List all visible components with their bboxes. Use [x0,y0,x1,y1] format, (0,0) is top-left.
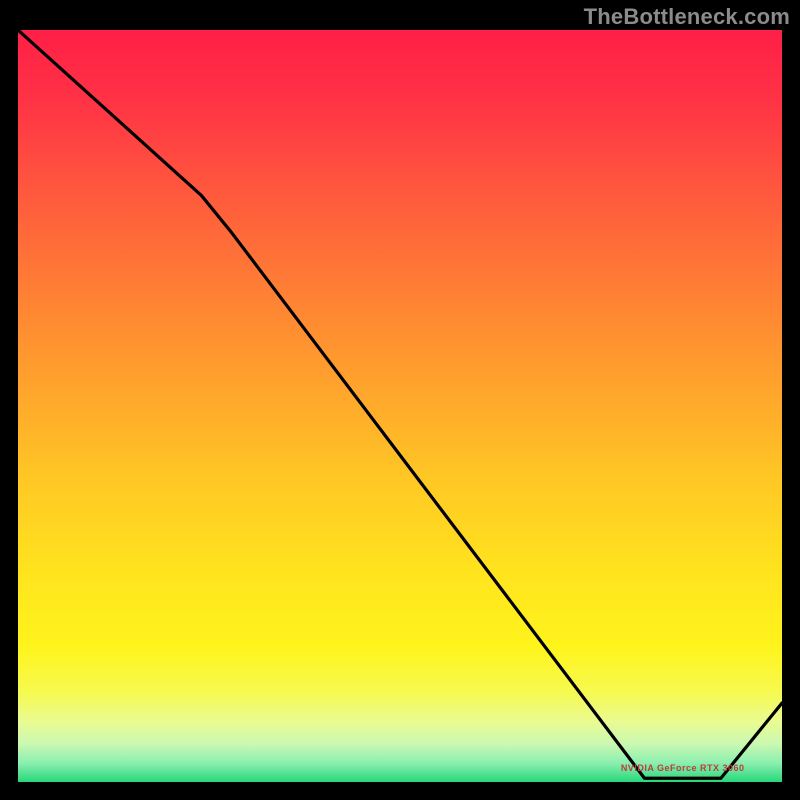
curve-line [18,30,782,782]
bottleneck-label: NVIDIA GeForce RTX 3060 [621,763,745,773]
plot-area: NVIDIA GeForce RTX 3060 [18,30,782,782]
chart-stage: TheBottleneck.com NVIDIA GeForce RTX 306… [0,0,800,800]
watermark-text: TheBottleneck.com [584,4,790,30]
